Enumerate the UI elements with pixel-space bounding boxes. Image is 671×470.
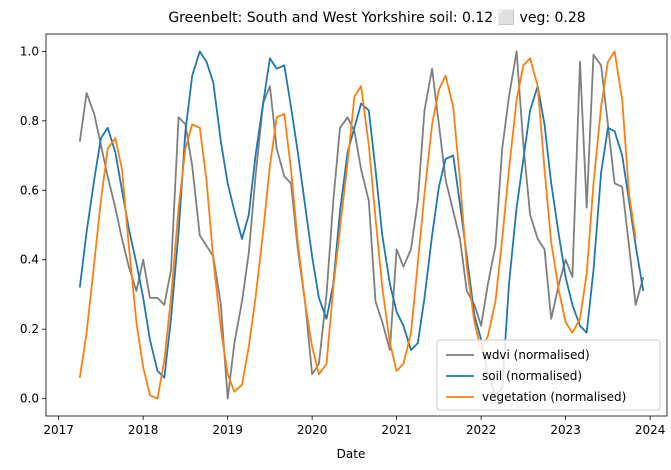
x-tick-label: 2020 [297,423,328,437]
x-tick-label: 2018 [128,423,159,437]
chart-title: Greenbelt: South and West Yorkshire soil… [168,9,585,26]
x-axis-label: Date [337,447,366,461]
y-tick-label: 0.0 [20,392,39,406]
y-tick-label: 0.8 [20,114,39,128]
y-tick-label: 1.0 [20,44,39,58]
axis-ticks: 2017 2018 2019 2020 2021 2022 2023 2024 0.0 0.2 0.… [20,44,665,437]
y-tick-label: 0.6 [20,183,39,197]
x-tick-label: 2017 [43,423,74,437]
x-tick-label: 2019 [212,423,243,437]
legend-box [436,339,661,411]
series-line-0 [78,50,645,400]
y-tick-label: 0.2 [20,322,39,336]
legend: wdvi (normalised) soil (normalised) vege… [436,339,661,411]
x-tick-label: 2024 [635,423,666,437]
y-tick-label: 0.4 [20,253,39,267]
series-line-1 [78,50,645,397]
legend-label-vegetation: vegetation (normalised) [482,390,626,404]
x-tick-label: 2022 [466,423,497,437]
plot-frame [45,33,668,417]
series-layer [78,50,645,400]
x-tick-label: 2021 [381,423,412,437]
legend-label-wdvi: wdvi (normalised) [482,348,590,362]
x-tick-label: 2023 [550,423,581,437]
legend-label-soil: soil (normalised) [482,369,582,383]
series-line-2 [78,50,637,400]
